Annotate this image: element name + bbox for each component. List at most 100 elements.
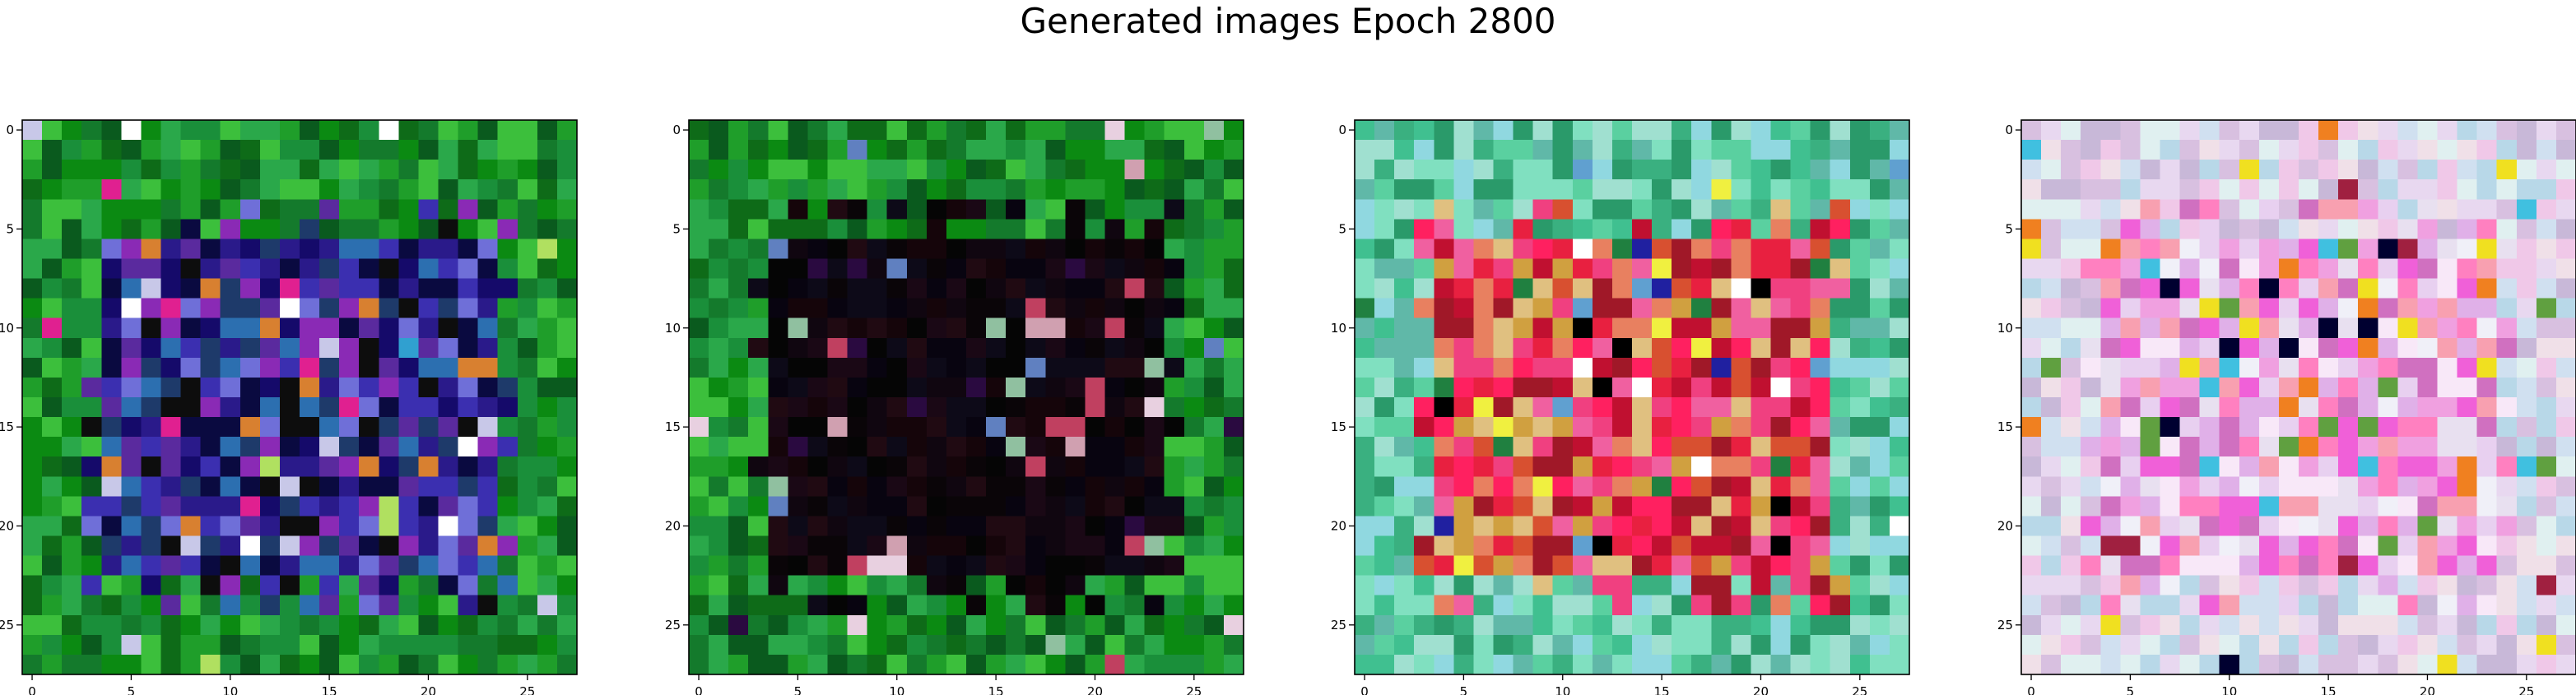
pixel — [2081, 179, 2101, 200]
pixel — [1374, 298, 1395, 319]
pixel — [1552, 476, 1574, 497]
pixel — [1632, 160, 1653, 180]
pixel — [180, 437, 202, 457]
pixel — [2358, 496, 2378, 517]
pixel — [966, 595, 987, 616]
pixel — [986, 337, 1007, 359]
pixel — [867, 555, 888, 577]
pixel — [1025, 239, 1046, 260]
pixel — [517, 595, 538, 616]
pixel — [1751, 417, 1772, 438]
pixel — [62, 555, 82, 577]
pixel — [986, 278, 1007, 299]
pixel — [1085, 377, 1106, 398]
pixel — [1453, 397, 1475, 418]
pixel — [867, 337, 888, 359]
pixel — [2417, 535, 2439, 557]
pixel — [1434, 160, 1454, 180]
pixel — [2417, 258, 2439, 280]
pixel — [788, 555, 809, 577]
pixel — [517, 555, 538, 577]
pixel — [2179, 278, 2201, 299]
pixel — [886, 199, 908, 220]
pixel — [2199, 317, 2220, 339]
pixel — [2160, 337, 2181, 359]
pixel — [2437, 595, 2458, 616]
pixel — [220, 377, 241, 398]
pixel — [2476, 298, 2498, 319]
pixel — [2397, 397, 2419, 418]
pixel — [1672, 317, 1692, 339]
pixel — [1830, 239, 1851, 260]
pixel — [2555, 377, 2576, 398]
pixel — [22, 516, 43, 537]
pixel — [1572, 298, 1593, 319]
pixel — [2081, 575, 2101, 596]
pixel — [2496, 595, 2518, 616]
pixel — [2516, 555, 2537, 577]
pixel — [2258, 614, 2280, 636]
pixel — [847, 317, 868, 339]
pixel — [121, 179, 142, 200]
pixel — [2318, 239, 2339, 260]
pixel — [886, 258, 908, 280]
pixel — [2378, 357, 2398, 378]
pixel — [2358, 595, 2378, 616]
pixel — [62, 258, 82, 280]
pixel — [1513, 179, 1534, 200]
pixel — [1672, 160, 1692, 180]
pixel — [966, 298, 987, 319]
pixel — [379, 437, 399, 457]
pixel — [62, 496, 82, 517]
pixel — [2219, 595, 2240, 616]
pixel — [1144, 199, 1165, 220]
pixel — [319, 377, 340, 398]
pixel — [1751, 456, 1772, 477]
pixel — [1632, 278, 1653, 299]
x-tick-label: 25 — [519, 684, 535, 695]
pixel — [2397, 337, 2419, 359]
pixel — [2457, 634, 2478, 656]
pixel — [458, 476, 479, 497]
pixel — [1124, 278, 1146, 299]
pixel — [1085, 575, 1106, 596]
pixel — [867, 258, 888, 280]
pixel — [1223, 614, 1244, 636]
pixel — [2278, 278, 2299, 299]
pixel — [1830, 535, 1851, 557]
pixel — [2417, 417, 2439, 438]
pixel — [1552, 496, 1574, 517]
pixel — [379, 476, 399, 497]
pixel — [2378, 516, 2398, 537]
pixel — [2437, 140, 2458, 160]
pixel — [2299, 654, 2319, 675]
pixel — [1025, 555, 1046, 577]
pixel — [2278, 377, 2299, 398]
pixel — [220, 634, 241, 656]
pixel — [517, 575, 538, 596]
pixel — [2199, 199, 2220, 220]
pixel — [398, 120, 420, 141]
pixel — [1611, 535, 1633, 557]
pixel — [2338, 476, 2359, 497]
pixel — [101, 258, 122, 280]
pixel — [926, 476, 947, 497]
pixel — [2476, 575, 2498, 596]
pixel — [101, 199, 122, 220]
pixel — [986, 120, 1007, 141]
pixel — [220, 298, 241, 319]
pixel — [121, 239, 142, 260]
pixel — [2417, 179, 2439, 200]
pixel — [1691, 595, 1712, 616]
pixel — [319, 634, 340, 656]
pixel — [1869, 555, 1890, 577]
pixel — [827, 595, 849, 616]
pixel — [1572, 160, 1593, 180]
pixel — [1691, 120, 1712, 141]
pixel — [2021, 575, 2042, 596]
pixel — [1104, 417, 1126, 438]
pixel — [748, 377, 769, 398]
pixel — [239, 575, 261, 596]
pixel — [1869, 496, 1890, 517]
pixel — [867, 160, 888, 180]
